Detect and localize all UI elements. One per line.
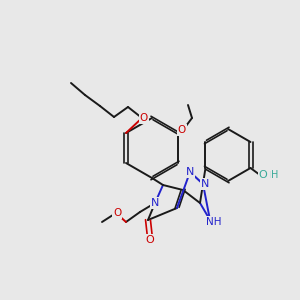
Text: O: O: [113, 208, 121, 218]
Text: N: N: [186, 167, 194, 177]
Text: N: N: [151, 198, 159, 208]
Text: O: O: [178, 125, 186, 135]
Text: O: O: [146, 235, 154, 245]
Text: NH: NH: [206, 217, 222, 227]
Text: H: H: [271, 170, 279, 180]
Text: H: H: [268, 170, 275, 179]
Text: O: O: [260, 170, 268, 180]
Text: O: O: [259, 170, 267, 180]
Text: O: O: [140, 113, 148, 123]
Text: N: N: [201, 179, 209, 189]
